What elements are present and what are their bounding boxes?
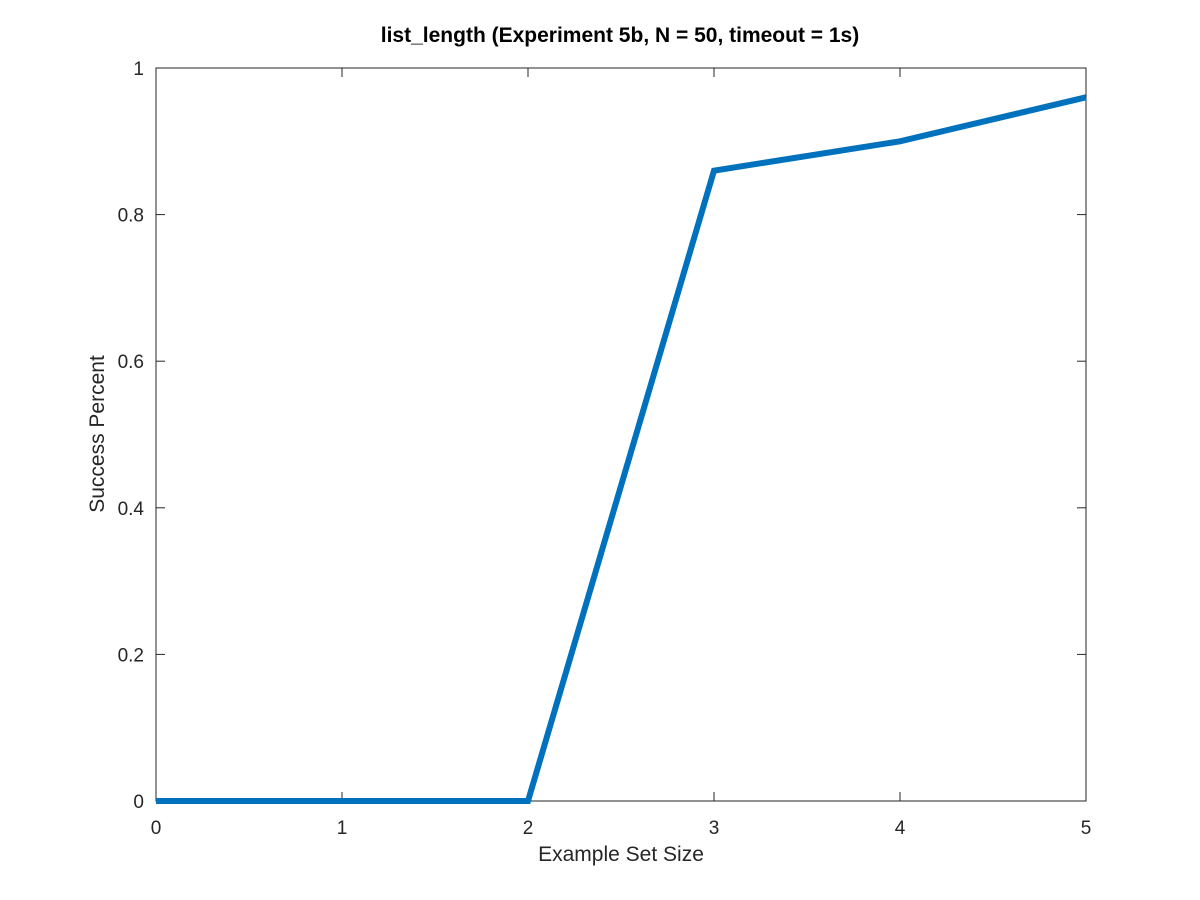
- x-tick-label: 1: [337, 818, 348, 839]
- y-tick-label: 0: [133, 792, 144, 813]
- x-axis-label: Example Set Size: [538, 843, 704, 866]
- x-tick-label: 2: [523, 818, 534, 839]
- x-tick-label: 5: [1081, 818, 1092, 839]
- y-tick-label: 0.2: [118, 645, 144, 666]
- y-tick-label: 0.8: [118, 206, 144, 227]
- y-axis-ticks: 0 0.2 0.4 0.6 0.8 1: [118, 59, 1086, 813]
- y-tick-label: 0.6: [118, 352, 144, 373]
- y-tick-label: 0.4: [118, 499, 145, 520]
- x-tick-label: 4: [895, 818, 906, 839]
- y-axis-label: Success Percent: [86, 355, 109, 513]
- x-tick-label: 3: [709, 818, 720, 839]
- x-tick-label: 0: [151, 818, 162, 839]
- series-line: [156, 94, 1087, 804]
- axes-box: [155, 67, 1087, 802]
- series-layer: [156, 94, 1087, 804]
- chart-title: list_length (Experiment 5b, N = 50, time…: [381, 24, 859, 47]
- y-tick-label: 1: [133, 59, 144, 80]
